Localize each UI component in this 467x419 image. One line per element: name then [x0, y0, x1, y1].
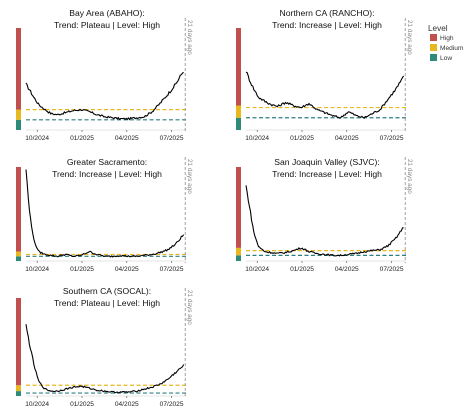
x-tick-label: 01/2025: [70, 135, 94, 142]
level-band-medium: [16, 385, 21, 392]
x-tick-label: 01/2025: [290, 135, 314, 142]
panel-title-status: Trend: Plateau | Level: High: [54, 298, 160, 308]
panel-title-region: Greater Sacramento:: [67, 157, 147, 167]
level-band-medium: [16, 251, 21, 257]
x-tick-label: 04/2025: [335, 135, 359, 142]
x-tick-label: 04/2025: [115, 135, 139, 142]
x-tick-label: 01/2025: [290, 266, 314, 273]
recent-marker-label: 21 days ago: [186, 159, 193, 194]
legend-swatch-medium: [430, 44, 437, 51]
panel-4: San Joaquin Valley (SJVC): Trend: Increas…: [236, 157, 413, 273]
x-tick-label: 10/2024: [245, 266, 269, 273]
level-band-high: [16, 167, 21, 252]
panel-title-region: Bay Area (ABAHO):: [69, 8, 144, 18]
legend-label-medium: Medium: [440, 45, 464, 52]
x-tick-label: 01/2025: [70, 266, 94, 273]
panels-group: Bay Area (ABAHO): Trend: Plateau | Level:…: [16, 8, 413, 408]
x-tick-label: 10/2024: [25, 401, 49, 408]
panel-title-region: Northern CA (RANCHO):: [279, 8, 374, 18]
recent-marker-label: 21 days ago: [186, 290, 193, 325]
level-band-medium: [236, 105, 241, 118]
panel-title-region: Southern CA (SOCAL):: [63, 286, 151, 296]
legend-swatch-high: [430, 34, 437, 41]
panel-2: Northern CA (RANCHO): Trend: Increase | L…: [236, 8, 413, 142]
x-tick-label: 07/2025: [380, 135, 404, 142]
level-band-low: [16, 119, 21, 130]
level-band-high: [236, 28, 241, 106]
legend-title: Level: [428, 24, 448, 33]
level-band-high: [16, 298, 21, 386]
x-tick-label: 01/2025: [70, 401, 94, 408]
panel-title-status: Trend: Increase | Level: High: [52, 169, 162, 179]
level-band-low: [236, 117, 241, 130]
panel-title-status: Trend: Plateau | Level: High: [54, 20, 160, 30]
level-band-low: [16, 256, 21, 261]
panel-title-region: San Joaquin Valley (SJVC):: [274, 157, 379, 167]
x-tick-label: 10/2024: [25, 266, 49, 273]
panel-5: Southern CA (SOCAL): Trend: Plateau | Lev…: [16, 286, 193, 408]
x-tick-label: 07/2025: [160, 266, 184, 273]
level-band-high: [16, 28, 21, 110]
x-tick-label: 07/2025: [160, 135, 184, 142]
x-tick-label: 04/2025: [115, 266, 139, 273]
series-line: [25, 324, 185, 394]
panel-title-status: Trend: Increase | Level: High: [272, 169, 382, 179]
level-band-medium: [16, 109, 21, 120]
legend-label-low: Low: [440, 55, 452, 62]
x-tick-label: 10/2024: [25, 135, 49, 142]
x-tick-label: 10/2024: [245, 135, 269, 142]
level-band-low: [16, 391, 21, 396]
x-tick-label: 04/2025: [115, 401, 139, 408]
x-tick-label: 04/2025: [335, 266, 359, 273]
legend-swatch-low: [430, 54, 437, 61]
recent-marker-label: 21 days ago: [406, 20, 413, 55]
recent-marker-label: 21 days ago: [406, 159, 413, 194]
recent-marker-label: 21 days ago: [186, 20, 193, 55]
legend-label-high: High: [440, 35, 454, 42]
level-band-low: [236, 255, 241, 261]
series-line: [25, 71, 184, 121]
level-band-high: [236, 167, 241, 248]
x-tick-label: 07/2025: [380, 266, 404, 273]
series-line: [25, 169, 185, 258]
panel-1: Bay Area (ABAHO): Trend: Plateau | Level:…: [16, 8, 193, 142]
legend: Level High Medium Low: [428, 24, 464, 62]
panel-3: Greater Sacramento: Trend: Increase | Lev…: [16, 157, 193, 273]
series-line: [245, 185, 404, 257]
series-line: [245, 71, 405, 119]
panel-title-status: Trend: Increase | Level: High: [272, 20, 382, 30]
x-tick-label: 07/2025: [160, 401, 184, 408]
level-band-medium: [236, 247, 241, 256]
